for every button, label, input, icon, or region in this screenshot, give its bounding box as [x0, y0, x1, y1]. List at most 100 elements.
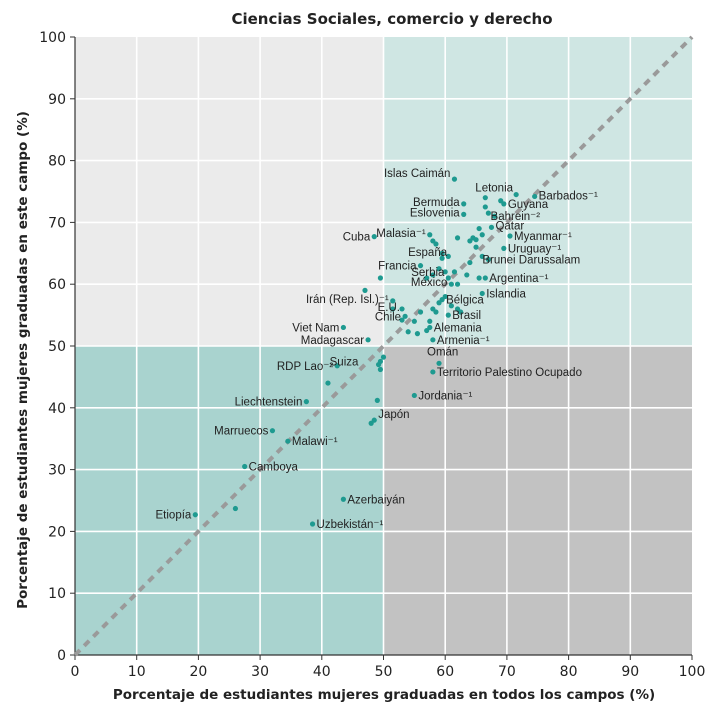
data-point — [454, 235, 461, 241]
data-point — [445, 253, 451, 259]
data-point — [433, 241, 439, 247]
x-tick-label: 90 — [621, 664, 639, 680]
point-label: Madagascar — [301, 335, 364, 347]
data-point — [427, 232, 433, 238]
data-point — [424, 327, 430, 334]
point-label: Cuba — [343, 232, 371, 244]
data-point — [380, 354, 387, 360]
data-point — [375, 361, 382, 368]
data-point — [467, 259, 473, 266]
point-label: Barbados⁻¹ — [539, 190, 598, 202]
data-point — [309, 521, 316, 527]
chart-title: Ciencias Sociales, comercio y derecho — [231, 10, 552, 28]
data-point — [417, 309, 424, 315]
point-label: Guyana — [508, 199, 549, 211]
point-label: Malawi⁻¹ — [292, 436, 338, 448]
point-label: Uzbekistán⁻¹ — [317, 519, 384, 531]
quadrant-top-left — [75, 37, 384, 346]
data-point — [445, 312, 451, 318]
data-point — [448, 281, 454, 287]
point-label: Malasia⁻¹ — [376, 228, 426, 240]
x-axis-ticks: 0 10 20 30 40 50 60 70 80 90 100 — [71, 655, 706, 680]
x-tick-label: 0 — [71, 664, 80, 680]
x-tick-label: 70 — [498, 664, 516, 680]
data-point — [417, 263, 424, 269]
x-tick-label: 40 — [313, 664, 331, 680]
data-point — [411, 392, 417, 399]
data-point — [461, 211, 467, 217]
data-point — [458, 309, 464, 315]
data-point — [414, 331, 421, 337]
data-point — [485, 210, 491, 216]
data-point — [269, 428, 276, 434]
data-point — [371, 234, 377, 240]
data-point — [476, 275, 482, 281]
data-point — [491, 213, 498, 219]
point-label: Argentina⁻¹ — [489, 273, 548, 285]
data-point — [439, 250, 445, 256]
x-tick-label: 100 — [679, 664, 706, 680]
data-point — [232, 505, 239, 512]
point-label: Bélgica — [446, 295, 484, 307]
data-point — [399, 306, 405, 312]
y-tick-label: 50 — [48, 339, 66, 355]
point-label: Letonia — [475, 183, 513, 195]
data-point — [442, 293, 448, 300]
point-label: Uruguay⁻¹ — [508, 243, 562, 255]
data-point — [242, 463, 248, 470]
data-point — [303, 399, 309, 405]
y-tick-label: 0 — [57, 648, 66, 664]
point-label: Brasil — [452, 310, 481, 322]
point-label: Azerbaiyán — [347, 494, 405, 506]
x-tick-label: 80 — [560, 664, 578, 680]
data-point — [424, 275, 430, 281]
data-points — [192, 176, 538, 527]
y-tick-label: 80 — [48, 154, 66, 170]
data-point — [473, 237, 479, 243]
y-tick-label: 90 — [48, 92, 66, 108]
point-label: Brunei Darussalam — [482, 254, 580, 266]
data-point — [479, 253, 485, 259]
point-label: Viet Nam — [292, 322, 339, 334]
data-point — [340, 324, 346, 331]
data-point — [507, 233, 513, 239]
y-tick-label: 70 — [48, 215, 66, 231]
data-point — [442, 269, 448, 275]
data-point — [365, 337, 371, 343]
point-label: Irán (Rep. Isl.)⁻¹ — [306, 294, 389, 306]
data-point — [390, 298, 396, 304]
data-point — [430, 369, 436, 375]
quadrant-bottom-right — [383, 346, 692, 655]
data-point — [402, 313, 408, 319]
point-label: RDP Lao⁻² — [277, 361, 334, 373]
point-label: E.U. — [378, 302, 400, 314]
point-label: Omán — [427, 346, 458, 358]
data-point — [464, 272, 470, 278]
data-point — [476, 225, 482, 232]
data-point — [482, 275, 488, 281]
data-point — [436, 300, 442, 306]
data-point — [411, 318, 417, 324]
point-label: Myanmar⁻¹ — [514, 231, 572, 243]
data-point — [377, 275, 384, 281]
point-label: Eslovenia — [410, 207, 460, 219]
data-point — [532, 193, 538, 200]
data-point — [451, 176, 458, 182]
point-label: Marruecos — [214, 426, 269, 438]
point-label: Bahrein⁻² — [491, 211, 541, 223]
point-label: Jordania⁻¹ — [418, 390, 472, 402]
data-point — [445, 275, 451, 281]
data-point — [430, 272, 436, 278]
x-tick-label: 30 — [251, 664, 269, 680]
data-point — [485, 256, 491, 263]
y-tick-label: 40 — [48, 401, 66, 417]
y-tick-label: 10 — [48, 586, 66, 602]
x-tick-label: 20 — [189, 664, 207, 680]
point-label: Serbia — [411, 267, 445, 279]
point-label: Liechtenstein — [235, 397, 303, 409]
data-point — [427, 318, 433, 324]
point-label: Etiopía — [156, 510, 192, 522]
data-point — [498, 198, 504, 204]
